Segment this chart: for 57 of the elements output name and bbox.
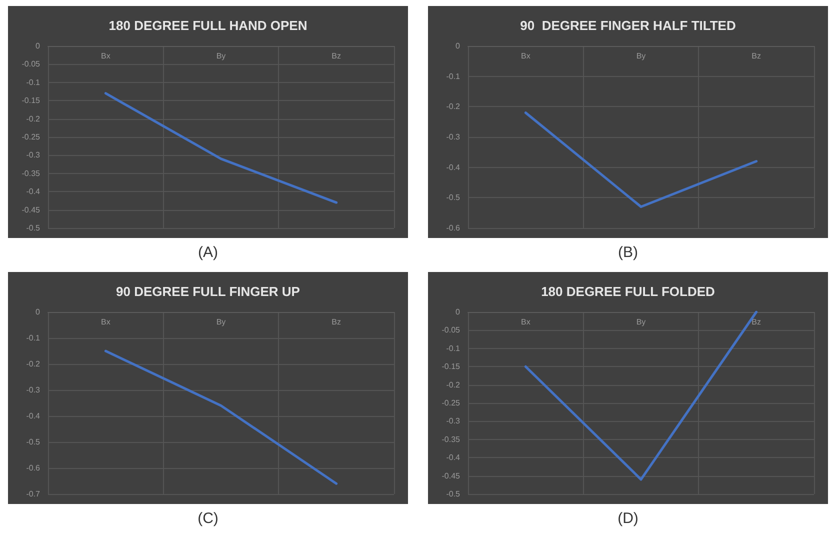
y-tick-label: -0.4 [26,412,41,420]
y-tick-label: -0.35 [442,434,461,444]
x-tick-label: Bz [752,52,762,60]
y-tick-label: -0.05 [22,60,41,69]
y-tick-label: -0.5 [26,224,41,232]
x-tick-label: Bx [100,318,110,326]
chart-title: 90 DEGREE FINGER HALF TILTED [520,18,736,33]
y-tick-label: -0.1 [26,334,41,342]
y-tick-label: -0.45 [442,471,461,480]
y-tick-label: -0.4 [26,187,41,196]
y-tick-label: -0.5 [446,490,461,498]
y-tick-label: -0.4 [446,453,461,462]
y-tick-label: 0 [36,42,41,50]
x-tick-label: By [216,318,226,326]
y-tick-label: -0.25 [22,132,41,142]
y-tick-label: -0.15 [22,96,41,106]
y-tick-label: 0 [456,308,461,316]
y-tick-label: -0.3 [446,416,461,426]
y-tick-label: 0 [456,42,461,50]
x-tick-label: By [216,52,226,60]
y-tick-label: -0.05 [442,326,461,335]
x-tick-label: By [636,318,646,326]
y-tick-label: -0.7 [26,490,41,498]
chart-title: 90 DEGREE FULL FINGER UP [116,284,300,299]
y-tick-label: -0.3 [26,150,41,160]
y-tick-label: -0.35 [22,168,41,178]
y-tick-label: -0.3 [446,132,461,142]
y-tick-label: -0.2 [446,102,461,112]
text: (C) [198,510,218,529]
y-tick-label: -0.4 [446,162,461,172]
y-tick-label: -0.1 [26,78,41,87]
y-tick-label: -0.45 [22,205,41,214]
y-tick-label: 0 [36,308,41,316]
y-tick-label: -0.2 [26,114,41,124]
y-tick-label: -0.25 [442,398,461,408]
chart-title: 180 DEGREE FULL HAND OPEN [108,18,308,33]
y-tick-label: -0.1 [446,72,461,81]
x-tick-label: Bz [332,52,342,60]
x-tick-label: By [636,52,646,60]
x-tick-label: Bx [520,52,530,60]
text: (B) [618,244,638,263]
x-tick-label: Bz [752,318,762,326]
chart-title: 180 DEGREE FULL FOLDED [541,284,715,299]
y-tick-label: -0.5 [446,193,461,202]
text: (D) [618,510,638,529]
y-tick-label: -0.2 [26,360,41,368]
y-tick-label: -0.5 [26,438,41,446]
x-tick-label: Bx [100,52,110,60]
y-tick-label: -0.2 [446,380,461,390]
y-tick-label: -0.6 [26,464,41,472]
x-tick-label: Bx [520,318,530,326]
x-tick-label: Bz [332,318,342,326]
y-tick-label: -0.1 [446,344,461,353]
text: (A) [198,244,218,263]
y-tick-label: -0.15 [442,362,461,372]
y-tick-label: -0.6 [446,224,461,232]
y-tick-label: -0.3 [26,386,41,394]
